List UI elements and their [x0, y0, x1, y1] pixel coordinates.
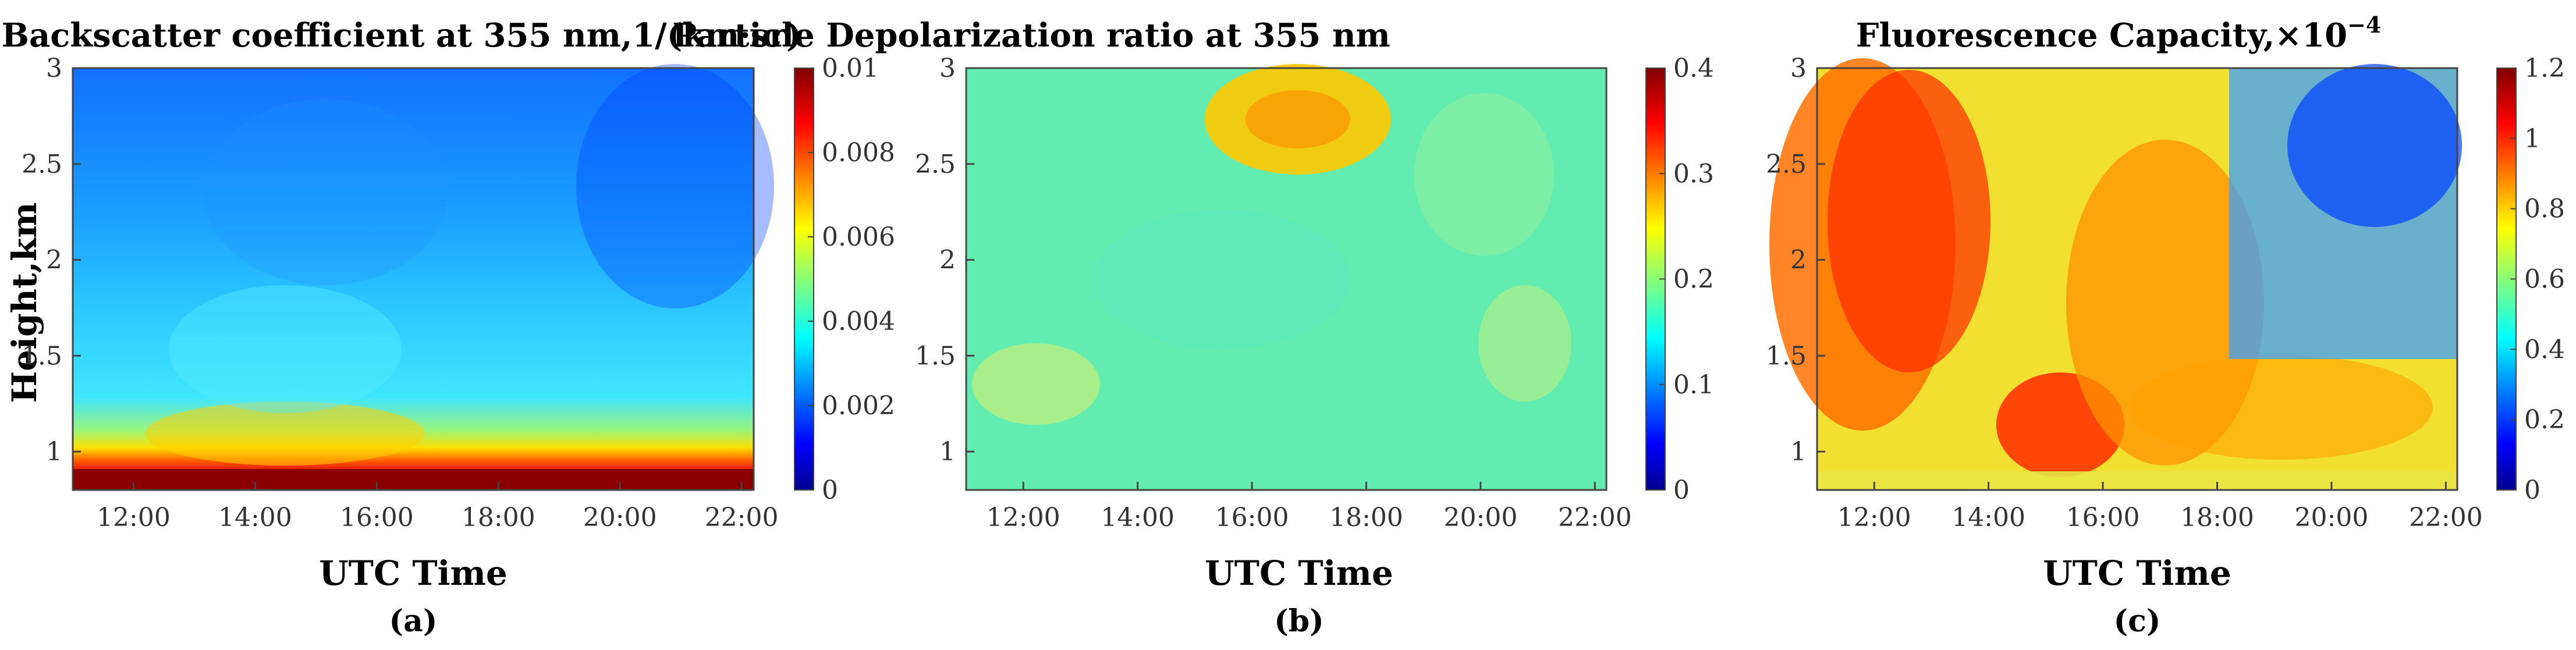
y-tick-label: 3 — [1790, 54, 1807, 83]
ticks-layer: 12:00 14:00 16:00 18:00 20:00 22:00 1 1.5 2 2.5 3 0… — [22, 54, 2565, 532]
colorbar-tick-label: 0.4 — [2524, 335, 2565, 364]
y-tick-label: 2.5 — [1766, 150, 1807, 179]
panel-a-title: Backscatter coefficient at 355 nm,1/(km·… — [2, 16, 802, 55]
y-tick-label: 3 — [939, 54, 956, 83]
y-tick-label: 1.5 — [1766, 341, 1807, 371]
x-tick-label: 20:00 — [583, 503, 657, 532]
y-tick-label: 3 — [46, 54, 62, 83]
y-tick-label: 2.5 — [915, 150, 956, 179]
colorbar-tick-label: 0.006 — [822, 222, 895, 252]
y-tick-label: 1 — [1790, 437, 1807, 467]
colorbar-tick-label: 0.4 — [1673, 54, 1714, 83]
x-tick-label: 22:00 — [2409, 503, 2483, 532]
x-tick-label: 18:00 — [462, 503, 535, 532]
x-tick-label: 20:00 — [1444, 503, 1518, 532]
x-tick-label: 14:00 — [1101, 503, 1175, 532]
x-tick-label: 16:00 — [1215, 503, 1289, 532]
colorbar-tick-label: 0.008 — [822, 138, 895, 168]
colorbar-tick-label: 0.01 — [822, 54, 879, 83]
panel-b-title: Particle Depolarization ratio at 355 nm — [672, 16, 1390, 55]
x-tick-label: 12:00 — [987, 503, 1060, 532]
y-tick-label: 2.5 — [22, 150, 62, 179]
panel-b: Particle Depolarization ratio at 355 nm … — [672, 16, 1666, 639]
panel-c-plot — [1769, 58, 2462, 491]
panel-b-xlabel: UTC Time — [1205, 553, 1393, 593]
x-tick-label: 22:00 — [705, 503, 779, 532]
x-tick-label: 16:00 — [340, 503, 414, 532]
colorbar-tick-label: 0.002 — [822, 391, 895, 421]
panel-c-xlabel: UTC Time — [2043, 553, 2231, 593]
colorbar-tick-label: 0 — [2524, 475, 2540, 505]
y-tick-label: 2 — [939, 246, 956, 275]
colorbar-tick-label: 0 — [1673, 475, 1690, 505]
panel-c-sublabel: (c) — [2114, 603, 2161, 639]
panel-a-sublabel: (a) — [389, 603, 438, 639]
colorbar-tick-label: 0.2 — [1673, 265, 1714, 294]
y-tick-label: 1 — [939, 437, 956, 467]
x-tick-label: 18:00 — [2180, 503, 2254, 532]
x-tick-label: 14:00 — [218, 503, 292, 532]
panel-c-title: Fluorescence Capacity,×10−4 — [1856, 12, 2382, 55]
y-tick-label: 2 — [1790, 246, 1807, 275]
y-tick-label: 1 — [46, 437, 62, 467]
panel-a-colorbar — [794, 68, 814, 491]
colorbar-tick-label: 0 — [822, 475, 838, 505]
x-tick-label: 12:00 — [1837, 503, 1911, 532]
x-tick-label: 18:00 — [1329, 503, 1403, 532]
panel-a-plot — [72, 64, 774, 491]
panel-b-plot — [965, 64, 1608, 491]
panel-c: Fluorescence Capacity,×10−4 UTC Time (c) — [1769, 12, 2517, 639]
x-tick-label: 20:00 — [2295, 503, 2369, 532]
colorbar-tick-label: 0.004 — [822, 307, 895, 336]
panel-b-sublabel: (b) — [1274, 603, 1324, 639]
colorbar-tick-label: 0.1 — [1673, 370, 1714, 400]
y-tick-label: 2 — [46, 246, 62, 275]
colorbar-tick-label: 0.6 — [2524, 265, 2565, 294]
colorbar-tick-label: 0.8 — [2524, 194, 2565, 224]
colorbar-tick-label: 0.3 — [1673, 159, 1714, 189]
x-tick-label: 12:00 — [97, 503, 171, 532]
panel-c-title-superscript: −4 — [2347, 12, 2381, 38]
x-tick-label: 16:00 — [2066, 503, 2140, 532]
y-tick-label: 1.5 — [22, 341, 62, 371]
colorbar-tick-label: 0.2 — [2524, 405, 2565, 435]
colorbar-tick-label: 1.2 — [2524, 54, 2565, 83]
y-tick-label: 1.5 — [915, 341, 956, 371]
panel-c-title-main: Fluorescence Capacity,×10 — [1856, 16, 2347, 55]
panel-a-xlabel: UTC Time — [319, 553, 508, 593]
x-tick-label: 14:00 — [1951, 503, 2025, 532]
panel-a: Backscatter coefficient at 355 nm,1/(km·… — [2, 16, 814, 639]
y-axis-label: Height,km — [5, 203, 44, 403]
x-tick-label: 22:00 — [1558, 503, 1632, 532]
colorbar-tick-label: 1 — [2524, 124, 2540, 154]
